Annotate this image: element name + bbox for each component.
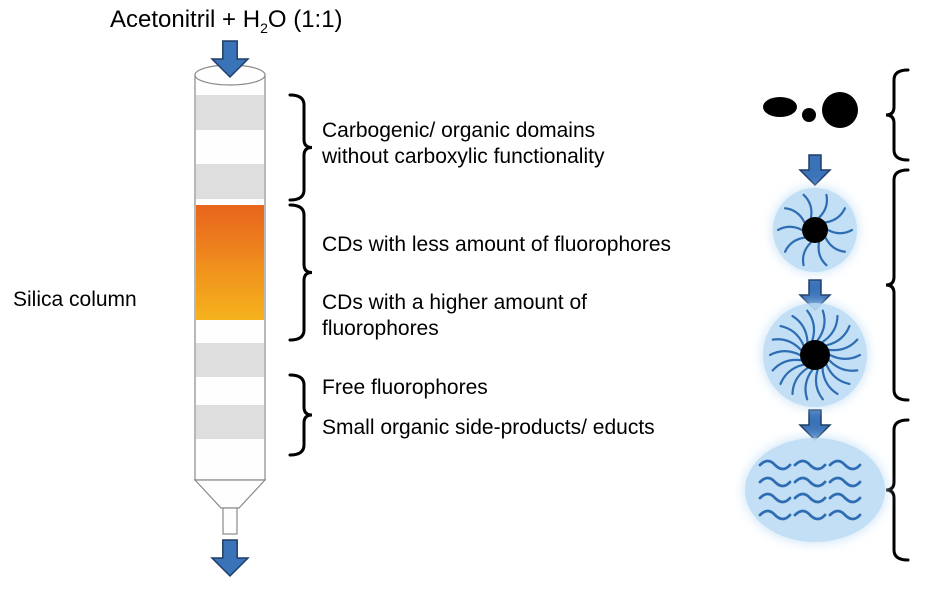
brace: [886, 70, 908, 160]
free-fluorophores-icon: [745, 438, 885, 542]
fraction-label-top: Carbogenic/ organic domainswithout carbo…: [322, 118, 604, 171]
brace: [290, 375, 312, 455]
arrow-right-3: [800, 410, 830, 440]
brace: [290, 95, 312, 200]
brace: [290, 205, 312, 340]
eluent-title: Acetonitril + H2O (1:1): [110, 5, 343, 37]
column-band: [196, 343, 264, 377]
fraction-label-mid-b: CDs with a higher amount of fluorophores: [322, 290, 702, 343]
silica-column-label: Silica column: [13, 287, 137, 313]
arrow-right-1: [800, 155, 830, 185]
cd-more-fluorophores-icon: [763, 303, 867, 407]
column-band: [196, 405, 264, 439]
fraction-label-mid-a: CDs with less amount of fluorophores: [322, 232, 671, 258]
fraction-label-bot-b: Small organic side-products/ educts: [322, 415, 655, 441]
column-band: [196, 95, 264, 130]
brace: [886, 420, 908, 560]
column-band: [196, 164, 264, 199]
fraction-label-bot-a: Free fluorophores: [322, 375, 488, 401]
brace: [886, 170, 908, 400]
arrow-out-bottom: [212, 540, 248, 576]
cd-less-fluorophores-icon: [773, 188, 857, 272]
